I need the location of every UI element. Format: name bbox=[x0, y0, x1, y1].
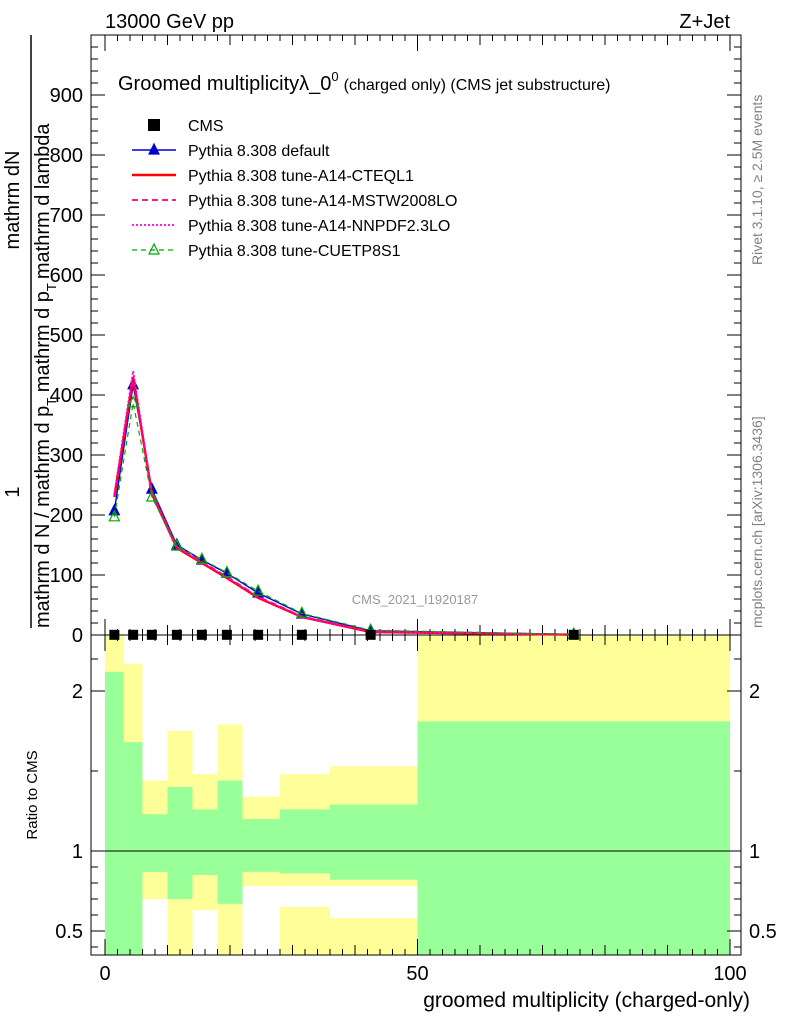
x-tick-label: 50 bbox=[406, 963, 428, 985]
plot-title-sup: 0 bbox=[331, 69, 338, 84]
ylabel-denominator: mathrm d N / mathrm d pT mathrm d pTmath… bbox=[32, 123, 59, 628]
y-tick-label: 800 bbox=[50, 145, 83, 167]
ratio-green-band-lower bbox=[192, 871, 218, 875]
series-point-cuetp8s1 bbox=[195, 552, 208, 565]
series-point-cuetp8s1 bbox=[145, 489, 158, 502]
series-point-cuetp8s1 bbox=[220, 565, 233, 578]
y-tick-label: 600 bbox=[50, 265, 83, 287]
watermark: CMS_2021_I1920187 bbox=[352, 592, 479, 607]
series-line-nnpdf bbox=[113, 370, 574, 636]
cms-data-point bbox=[109, 629, 120, 640]
x-axis-label: groomed multiplicity (charged-only) bbox=[423, 989, 750, 1012]
series-point-cuetp8s1 bbox=[295, 606, 308, 619]
ratio-yellow-band-lower bbox=[280, 907, 330, 955]
y-tick-label: 300 bbox=[50, 445, 83, 467]
ratio-green-band-lower bbox=[142, 851, 418, 872]
cms-data-point bbox=[171, 629, 182, 640]
y-tick-label: 100 bbox=[50, 565, 83, 587]
ratio-tick-label-left: 2 bbox=[72, 681, 83, 703]
legend: CMS Pythia 8.308 default Pythia 8.308 tune… bbox=[132, 118, 457, 260]
y-tick-label: 700 bbox=[50, 205, 83, 227]
y-tick-label: 0 bbox=[72, 625, 83, 647]
ratio-tick-label-right: 1 bbox=[749, 841, 760, 863]
series-point-cuetp8s1 bbox=[170, 538, 183, 551]
series-line-default bbox=[113, 384, 574, 636]
cms-data-point bbox=[296, 629, 307, 640]
legend-label-cms: CMS bbox=[188, 118, 224, 135]
cms-data-point bbox=[253, 629, 264, 640]
ylabel-numerator: mathrm dN bbox=[2, 151, 24, 250]
rivet-label: Rivet 3.1.10, ≥ 2.5M events bbox=[749, 95, 765, 265]
legend-marker-default bbox=[148, 142, 160, 155]
series-layer bbox=[108, 370, 580, 640]
ratio-yellow-band-lower bbox=[167, 899, 193, 955]
series-point-cuetp8s1 bbox=[108, 509, 121, 522]
y-axis-label-main: 1 mathrm dN mathrm d N / mathrm d pT mat… bbox=[2, 35, 59, 628]
legend-label-cteql1: Pythia 8.308 tune-A14-CTEQL1 bbox=[188, 168, 414, 185]
ratio-white-gap bbox=[142, 899, 168, 955]
ratio-green-band-lower bbox=[105, 851, 143, 955]
y-tick-label: 400 bbox=[50, 385, 83, 407]
ratio-tick-label-left: 0.5 bbox=[55, 921, 83, 943]
ratio-axes-box bbox=[90, 634, 742, 956]
series-line-cteql1 bbox=[113, 376, 574, 636]
ratio-green-band-lower bbox=[417, 851, 730, 955]
legend-label-nnpdf: Pythia 8.308 tune-A14-NNPDF2.3LO bbox=[188, 218, 450, 235]
plot-title-tail: (charged only) (CMS jet substructure) bbox=[344, 77, 611, 94]
x-tick-label: 100 bbox=[713, 963, 746, 985]
cms-data-point bbox=[365, 629, 376, 640]
header-left: 13000 GeV pp bbox=[105, 11, 234, 33]
y-tick-label: 500 bbox=[50, 325, 83, 347]
legend-label-default: Pythia 8.308 default bbox=[188, 143, 330, 160]
legend-label-mstw: Pythia 8.308 tune-A14-MSTW2008LO bbox=[188, 193, 457, 210]
legend-marker-cms bbox=[148, 119, 160, 131]
header-right: Z+Jet bbox=[679, 11, 730, 33]
y-axis-label-ratio: Ratio to CMS bbox=[24, 750, 41, 839]
y-tick-label: 200 bbox=[50, 505, 83, 527]
ratio-green-band-lower bbox=[167, 871, 193, 899]
series-point-cuetp8s1 bbox=[252, 583, 265, 596]
series-line-mstw bbox=[113, 379, 574, 636]
ratio-green-band-lower bbox=[217, 871, 243, 904]
cms-data-point bbox=[196, 629, 207, 640]
legend-marker-cuetp8s1 bbox=[148, 242, 160, 255]
legend-label-cuetp8s1: Pythia 8.308 tune-CUETP8S1 bbox=[188, 243, 401, 260]
ratio-tick-label-left: 1 bbox=[72, 841, 83, 863]
x-tick-label: 0 bbox=[99, 963, 110, 985]
series-line-cuetp8s1 bbox=[113, 402, 574, 635]
ylabel-one: 1 bbox=[2, 486, 24, 497]
series-point-cuetp8s1 bbox=[127, 395, 140, 408]
plot-title-main: Groomed multiplicityλ_0 bbox=[118, 73, 331, 95]
cms-data-point bbox=[221, 629, 232, 640]
ratio-tick-label-right: 0.5 bbox=[749, 921, 777, 943]
plot-title: Groomed multiplicityλ_00 (charged only) (… bbox=[118, 69, 610, 95]
cms-data-point bbox=[568, 629, 579, 640]
cms-data-point bbox=[128, 629, 139, 640]
ratio-yellow-band-lower bbox=[330, 918, 418, 955]
ratio-bands bbox=[105, 635, 730, 955]
mcplots-label: mcplots.cern.ch [arXiv:1306.3436] bbox=[749, 416, 765, 628]
y-tick-label: 900 bbox=[50, 85, 83, 107]
ratio-tick-label-right: 2 bbox=[749, 681, 760, 703]
cms-data-point bbox=[146, 629, 157, 640]
